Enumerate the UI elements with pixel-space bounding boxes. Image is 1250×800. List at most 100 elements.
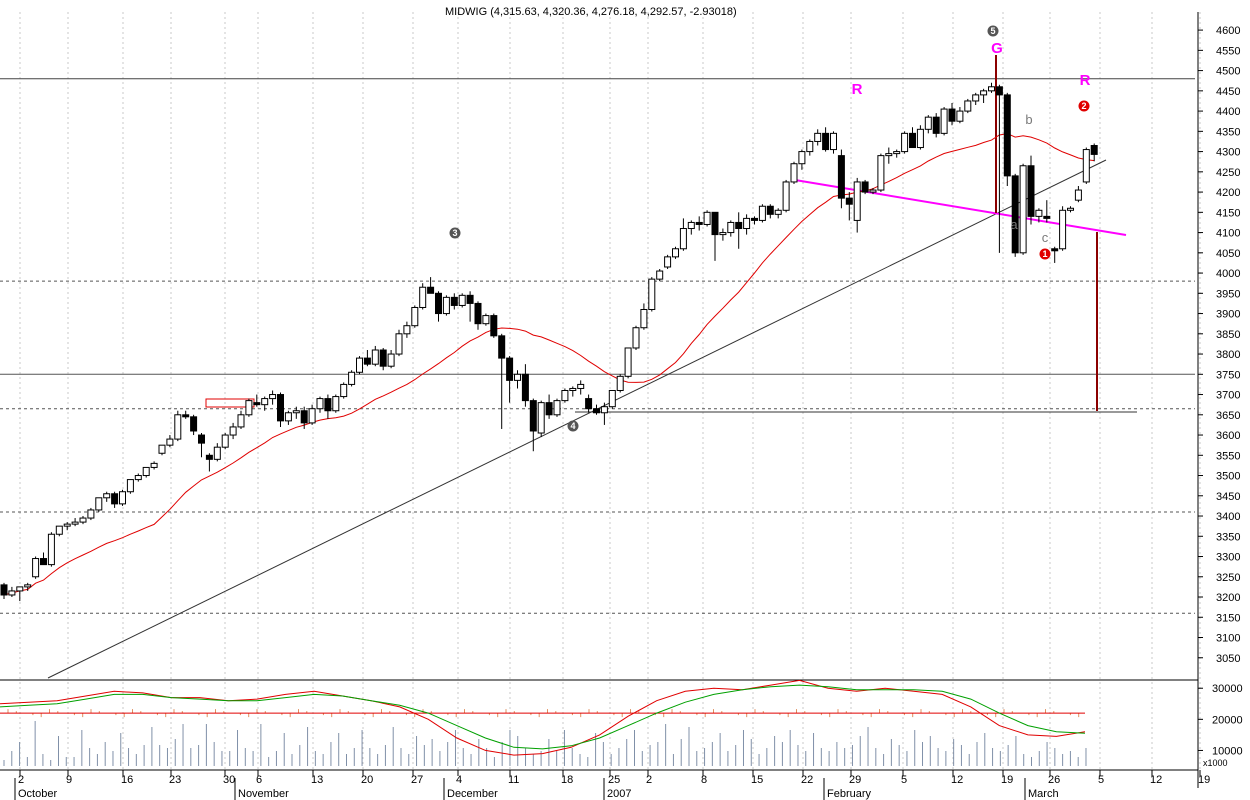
candle-body: [55, 525, 63, 535]
candle-body: [545, 402, 553, 416]
candle: [111, 491, 119, 508]
candle: [119, 489, 126, 506]
candle-body: [308, 408, 316, 424]
candle: [885, 147, 893, 164]
candle-body: [743, 217, 751, 230]
candle-body: [995, 86, 1003, 96]
candle-body: [830, 132, 837, 151]
candle: [403, 321, 411, 338]
candle: [861, 179, 869, 195]
y-tick-label: 4100: [1216, 228, 1240, 240]
candle-body: [1035, 209, 1043, 217]
candle: [995, 84, 1003, 253]
y-tick-label: 4150: [1216, 207, 1240, 219]
ind-y-tick-label: 10000: [1212, 745, 1243, 757]
wave-5-marker-label: 5: [990, 26, 995, 36]
candle: [332, 394, 340, 413]
candle-body: [1003, 94, 1011, 177]
candle: [474, 301, 482, 330]
candle-body: [182, 414, 190, 418]
candle: [245, 398, 253, 417]
candle: [1082, 147, 1090, 184]
candle-body: [324, 398, 332, 412]
x-tick-label: 6: [256, 774, 262, 786]
y-tick-label: 3750: [1216, 369, 1240, 381]
candle: [40, 552, 47, 566]
wave-3-marker: [449, 227, 461, 239]
y-tick-label: 3600: [1216, 430, 1240, 442]
candle: [948, 102, 956, 126]
candle: [593, 404, 600, 415]
month-label: December: [447, 788, 498, 800]
candle-body: [435, 292, 442, 315]
candle: [221, 433, 229, 450]
candle-body: [245, 400, 253, 416]
x-tick-label: 16: [121, 774, 133, 786]
candle-body: [695, 221, 703, 225]
y-tick-label: 3200: [1216, 592, 1240, 604]
candles: [0, 82, 1098, 602]
candle-body: [932, 116, 940, 134]
wave-5-marker: [987, 25, 999, 37]
candle: [703, 210, 711, 227]
candle-body: [806, 140, 814, 153]
candle-body: [166, 438, 174, 446]
candle: [909, 127, 916, 149]
candle-body: [292, 410, 300, 414]
candle: [506, 356, 514, 403]
candle-body: [924, 116, 932, 130]
candle: [830, 131, 837, 154]
wave-4-marker: [567, 420, 579, 432]
candle-body: [284, 412, 292, 422]
candle-body: [419, 286, 427, 308]
y-tick-label: 4550: [1216, 45, 1240, 57]
candle: [521, 364, 529, 407]
candle-body: [608, 389, 616, 408]
x-tick-label: 4: [456, 774, 462, 786]
candle-body: [766, 205, 774, 215]
candle-body: [356, 357, 363, 373]
candle-body: [988, 86, 995, 92]
candle-body: [798, 151, 806, 165]
candle: [277, 392, 284, 427]
x-tick-label: 27: [411, 774, 423, 786]
candle-body: [387, 353, 395, 367]
candle-body: [474, 302, 482, 325]
candle: [261, 396, 269, 411]
x-tick-label: 18: [561, 774, 573, 786]
y-tick-label: 4200: [1216, 187, 1240, 199]
candle-body: [640, 309, 648, 329]
candle-body: [198, 434, 205, 444]
candle: [806, 139, 814, 156]
candle-body: [1067, 207, 1074, 211]
x-tick-label: 8: [701, 774, 707, 786]
candle-body: [790, 163, 798, 183]
wave-3-marker-label: 3: [452, 228, 457, 238]
candle: [648, 277, 656, 312]
candle-body: [395, 333, 403, 355]
y-tick-label: 4600: [1216, 25, 1240, 37]
candle: [932, 113, 940, 138]
candle: [229, 422, 237, 440]
candle: [308, 404, 316, 425]
candle-body: [371, 349, 379, 365]
candle-body: [134, 475, 142, 481]
candle: [585, 394, 593, 413]
candle: [790, 161, 798, 184]
y-tick-label: 3900: [1216, 309, 1240, 321]
candle-body: [221, 434, 229, 448]
candle: [545, 394, 553, 419]
y-tick-label: 3300: [1216, 552, 1240, 564]
x-tick-label: 23: [169, 774, 181, 786]
candle-body: [1074, 189, 1082, 201]
candle: [16, 586, 24, 602]
candle: [1019, 163, 1027, 255]
price-y-axis: 3050 3100 3150 3200 3250 3300 3350 3400 3450 3500…: [1198, 25, 1240, 665]
y-tick-label: 3800: [1216, 349, 1240, 361]
candle-body: [521, 373, 529, 402]
candle: [624, 347, 632, 379]
candle-body: [948, 108, 956, 122]
candle: [569, 386, 577, 397]
annotations: 3 4 5 2 1 G R Ra b c: [449, 25, 1091, 432]
